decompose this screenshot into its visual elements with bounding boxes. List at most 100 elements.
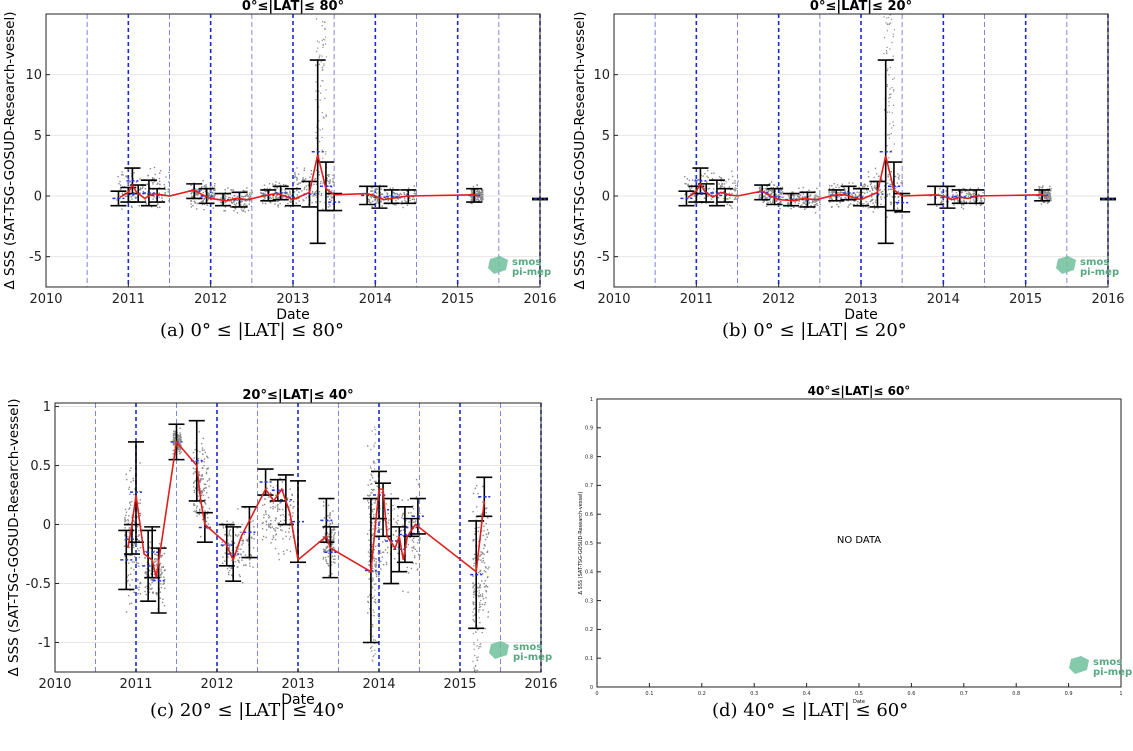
panel-c-data-point — [172, 443, 175, 445]
panel-a-data-point — [332, 181, 334, 183]
panel-c-data-point — [371, 580, 373, 582]
panel-b-data-point — [771, 190, 773, 192]
panel-b-data-point — [769, 201, 772, 203]
panel-a-data-point — [195, 208, 198, 210]
panel-c-data-point — [137, 502, 140, 505]
panel-a-data-point — [201, 203, 204, 206]
panel-c-data-point — [384, 549, 387, 551]
panel-a-data-point — [190, 200, 193, 202]
panel-c-data-point — [484, 538, 487, 541]
panel-c-data-point — [125, 514, 127, 517]
panel-c-data-point — [376, 530, 379, 532]
panel-a-data-point — [302, 178, 304, 181]
panel-a-data-point — [402, 206, 404, 209]
panel-b-data-point — [694, 200, 696, 202]
panel-a-data-point — [329, 182, 331, 184]
panel-c-data-point — [372, 557, 375, 560]
panel-b-data-point — [877, 207, 879, 209]
panel-c-data-point — [327, 563, 329, 565]
panel-c-data-point — [484, 545, 486, 547]
panel-b-data-point — [729, 197, 731, 199]
panel-c-data-point — [331, 531, 333, 534]
panel-a-data-point — [151, 181, 154, 184]
panel-b-x-tick-label-1: 2011 — [680, 292, 713, 307]
panel-c-data-point — [195, 487, 197, 489]
panel-b-data-point — [883, 185, 886, 187]
panel-c-data-point — [128, 554, 130, 556]
panel-b-data-point — [845, 192, 847, 195]
panel-a-data-point — [240, 209, 243, 211]
panel-c-data-point — [479, 554, 481, 556]
panel-a-data-point — [248, 196, 250, 198]
panel-a-data-point — [319, 200, 321, 203]
panel-b-data-point — [831, 198, 834, 200]
panel-c-data-point — [371, 489, 374, 492]
panel-c-data-point — [269, 485, 272, 487]
panel-a-data-point — [392, 203, 394, 205]
panel-c-data-point — [127, 536, 129, 538]
panel-b-data-point — [828, 192, 830, 194]
panel-a-data-point — [304, 186, 306, 189]
panel-c-data-point — [369, 566, 371, 568]
panel-c-data-point — [372, 471, 374, 473]
panel-a-data-point — [248, 203, 251, 205]
panel-b-data-point — [890, 170, 893, 173]
panel-a-data-point — [194, 194, 196, 196]
panel-a-data-point — [395, 199, 397, 202]
panel-a-data-point — [478, 200, 480, 202]
panel-c-data-point — [265, 529, 268, 531]
panel-c-data-point — [265, 510, 267, 512]
panel-c-data-point — [372, 626, 374, 628]
panel-a-data-point — [269, 201, 271, 203]
panel-a-data-point — [242, 196, 245, 198]
panel-b-data-point — [957, 201, 960, 203]
panel-c-data-point — [387, 512, 389, 515]
panel-c-data-point — [133, 555, 136, 558]
panel-b-data-point — [694, 178, 697, 181]
panel-c-data-point — [177, 441, 180, 443]
panel-a-data-point — [156, 203, 159, 206]
panel-c-data-point — [137, 562, 140, 565]
panel-c-data-point — [177, 438, 179, 441]
panel-b-data-point — [883, 36, 886, 39]
panel-a-data-point — [320, 92, 322, 94]
panel-c-data-point — [485, 507, 487, 510]
panel-b-data-point — [940, 191, 943, 193]
panel-c-data-point — [193, 482, 195, 484]
panel-a-data-point — [149, 168, 152, 170]
panel-b-data-point — [801, 196, 804, 198]
panel-b-error-bar-6 — [754, 184, 771, 201]
panel-c-data-point — [478, 647, 480, 649]
panel-b-data-point — [843, 187, 846, 190]
panel-b-data-point — [836, 203, 838, 206]
panel-b-data-point — [875, 186, 878, 189]
panel-a-data-point — [386, 192, 388, 194]
panel-b-data-point — [880, 203, 882, 206]
panel-b-data-point — [813, 207, 815, 209]
panel-c-data-point — [178, 447, 181, 449]
panel-b-data-point — [792, 205, 794, 208]
panel-a-data-point — [264, 195, 267, 198]
panel-c-data-point — [262, 535, 265, 538]
panel-b-data-point — [770, 181, 773, 183]
panel-c-data-point — [145, 573, 148, 575]
panel-c-data-point — [174, 437, 177, 439]
panel-c-data-point — [369, 552, 371, 554]
panel-b-data-point — [889, 48, 891, 50]
panel-b-data-point — [853, 197, 855, 200]
panel-a-data-point — [277, 206, 279, 208]
panel-b-data-point — [963, 200, 965, 203]
panel-a-data-point — [325, 153, 327, 155]
panel-a-data-point — [323, 65, 325, 67]
panel-a-data-point — [479, 193, 481, 195]
panel-b-data-point — [862, 185, 864, 187]
panel-a-data-point — [294, 176, 296, 179]
panel-b-data-point — [889, 66, 891, 69]
panel-c-data-point — [129, 502, 131, 504]
panel-b-data-point — [788, 203, 790, 205]
panel-c-y-tick-label-2: 0 — [43, 518, 51, 533]
panel-c-data-point — [159, 597, 161, 599]
panel-b-data-point — [962, 208, 965, 210]
panel-c-data-point — [221, 522, 224, 525]
panel-c-data-point — [375, 564, 378, 566]
